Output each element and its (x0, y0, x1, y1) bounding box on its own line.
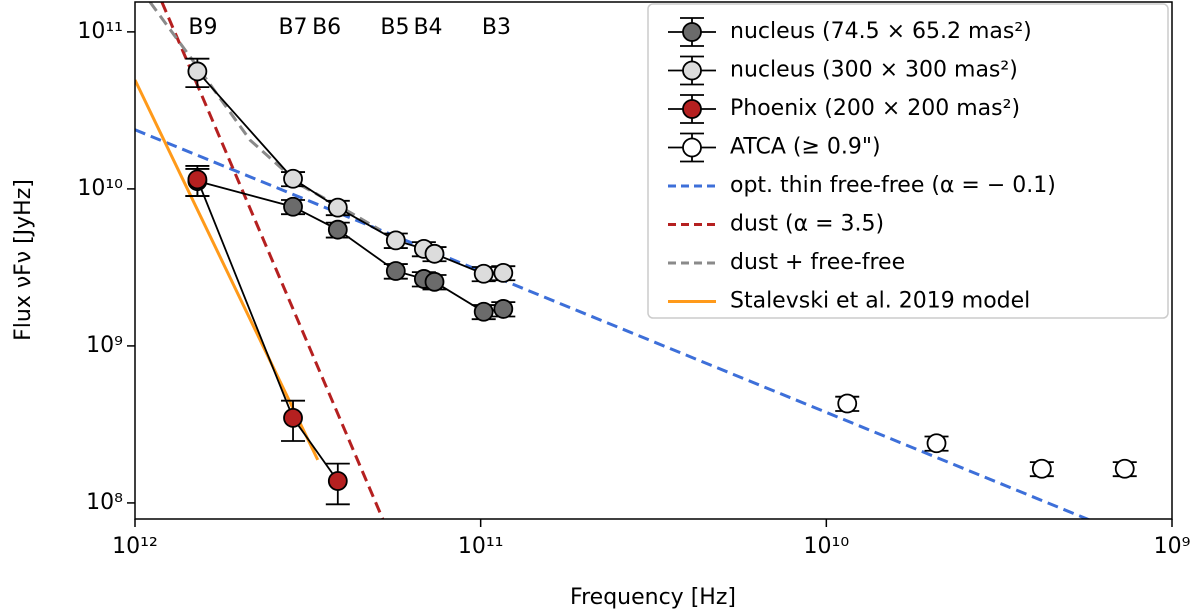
y-tick-label: 10¹⁰ (77, 176, 123, 201)
legend-label: dust + free-free (730, 250, 905, 275)
plot-frame (134, 1, 1173, 520)
data-point (187, 61, 208, 82)
y-tick-label: 10⁸ (86, 490, 123, 515)
legend-label: ATCA (≥ 0.9") (730, 135, 881, 160)
data-point (283, 168, 303, 189)
plot-area (135, 2, 1137, 519)
data-point (424, 271, 445, 292)
legend-marker (682, 60, 702, 81)
model-line (148, 2, 381, 231)
band-label: B9 (188, 15, 217, 40)
legend-label: opt. thin free-free (α = − 0.1) (730, 173, 1056, 198)
data-point (473, 301, 494, 322)
series-line (196, 179, 339, 482)
data-point (283, 196, 303, 217)
legend-box (647, 3, 1169, 319)
data-point (327, 471, 348, 491)
legend-marker (682, 22, 702, 42)
x-tick-label: 10⁹ (1154, 534, 1191, 559)
legend-label: Stalevski et al. 2019 model (730, 289, 1030, 314)
data-point (837, 393, 858, 414)
y-tick-label: 10¹¹ (77, 19, 123, 44)
data-point (385, 230, 406, 251)
data-point (327, 219, 348, 240)
legend-marker (682, 137, 702, 158)
x-tick-label: 10¹⁰ (804, 534, 850, 559)
data-point (493, 299, 514, 319)
band-label: B7 (278, 15, 307, 40)
x-tick-label: 10¹² (112, 534, 158, 559)
band-label: B5 (380, 15, 409, 40)
data-point (327, 197, 348, 218)
model-line (135, 79, 320, 461)
band-label: B6 (312, 15, 341, 40)
data-point (493, 262, 514, 283)
legend-marker (682, 99, 702, 119)
y-tick-label: 10⁹ (86, 333, 123, 358)
data-point (1114, 458, 1135, 479)
band-label: B3 (482, 15, 511, 40)
data-point (473, 263, 494, 284)
data-point (385, 261, 406, 281)
legend-label: nucleus (300 × 300 mas²) (730, 58, 1018, 83)
y-axis-label: Flux νFν [JyHz] (11, 179, 36, 341)
data-point (187, 169, 208, 190)
data-point (424, 243, 445, 264)
legend-label: nucleus (74.5 × 65.2 mas²) (730, 19, 1032, 44)
legend-label: dust (α = 3.5) (730, 212, 884, 237)
model-line (160, 2, 385, 519)
data-point (1031, 458, 1052, 479)
x-axis-label: Frequency [Hz] (570, 585, 736, 610)
legend-label: Phoenix (200 × 200 mas²) (730, 96, 1020, 121)
series-line (196, 70, 504, 275)
x-tick-label: 10¹¹ (458, 534, 504, 559)
data-point (283, 407, 303, 428)
data-point (926, 433, 947, 454)
band-label: B4 (413, 15, 442, 40)
